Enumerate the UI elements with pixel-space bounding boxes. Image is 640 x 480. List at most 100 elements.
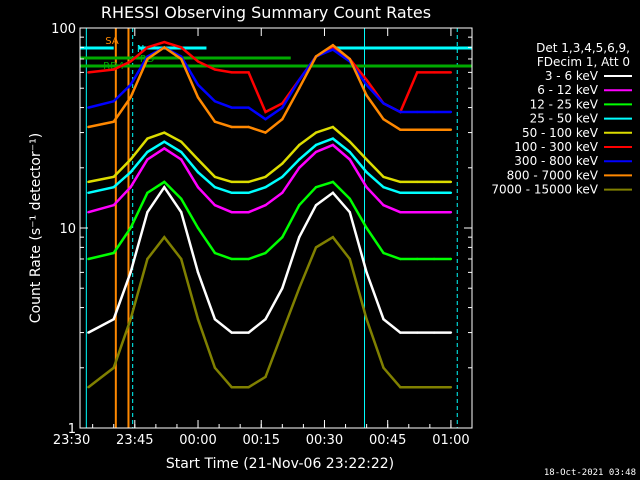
legend-title-line-2: FDecim 1, Att 0 [537,55,630,69]
data-point [281,102,284,105]
data-point [180,57,183,61]
data-point [129,271,132,274]
y-tick-label: 1 [68,422,76,437]
series-line [88,180,451,261]
data-point [163,236,166,239]
data-point [314,204,318,207]
data-point [331,180,335,184]
data-point [416,71,419,74]
data-point [87,191,90,194]
legend-entry-label: 100 - 300 keV [514,140,598,154]
data-point [416,331,419,334]
data-point [213,175,217,179]
data-point [230,106,233,109]
data-point [264,318,267,321]
data-point [196,271,200,274]
data-point [365,171,368,174]
data-point [247,331,250,334]
data-point [348,211,351,214]
data-point [112,68,115,71]
data-point [449,110,453,114]
data-point [399,386,402,389]
data-point [281,287,284,290]
data-point [264,118,267,121]
data-point [163,140,166,143]
flag-label: N [137,44,144,55]
data-point [314,55,318,58]
data-point [399,128,402,131]
data-point [331,125,335,129]
data-point [449,331,453,334]
x-tick-label: 00:15 [243,433,280,448]
data-point [180,46,183,49]
data-point [196,186,200,189]
data-point [112,366,115,369]
data-point [180,158,183,161]
series-line [87,184,451,334]
data-point [298,236,301,239]
data-point [163,180,166,184]
data-point [382,118,385,121]
data-point [230,386,233,389]
data-point [331,48,335,51]
data-point [163,147,166,150]
data-point [382,102,385,105]
data-point [382,186,385,189]
data-point [213,68,217,71]
data-point [331,44,335,47]
data-point [230,180,233,184]
data-point [382,175,385,179]
data-point [146,211,149,214]
data-point [365,158,368,161]
data-point [247,71,250,74]
series-line [88,125,451,184]
data-point [365,226,368,230]
data-point [112,186,115,189]
data-point [331,191,335,194]
data-point [112,251,115,255]
data-point [298,78,301,82]
data-point [129,186,132,189]
data-point [331,143,335,147]
data-point [247,211,250,214]
data-point [382,251,385,255]
data-point [87,125,90,129]
data-point [365,186,368,189]
data-point [416,191,419,194]
data-point [416,110,419,114]
data-point [314,143,318,147]
data-point [230,125,233,129]
data-point [87,106,90,109]
data-point [365,94,368,97]
data-point [365,78,368,82]
data-point [432,191,436,194]
data-point [196,83,200,87]
data-point [314,131,318,134]
data-point [449,180,453,184]
data-point [247,386,250,389]
x-tick-label: 00:45 [369,433,406,448]
data-point [146,150,149,154]
data-point [264,251,267,255]
data-point [331,236,335,239]
data-point [399,331,402,334]
data-point [399,191,402,194]
x-tick-label: 01:00 [432,433,469,448]
data-point [264,186,267,189]
data-point [146,137,149,140]
legend-entry-label: 300 - 800 keV [514,154,598,168]
series-line [88,43,451,134]
data-point [213,318,217,321]
data-point [432,211,436,214]
data-point [247,125,250,129]
data-point [432,257,436,261]
data-point [298,204,301,207]
data-point [264,204,267,207]
data-point [129,158,132,161]
data-point [399,180,402,184]
data-point [298,143,301,147]
data-point [449,386,453,389]
data-point [416,257,419,261]
y-tick-label: 10 [59,222,76,237]
data-point [281,236,284,239]
